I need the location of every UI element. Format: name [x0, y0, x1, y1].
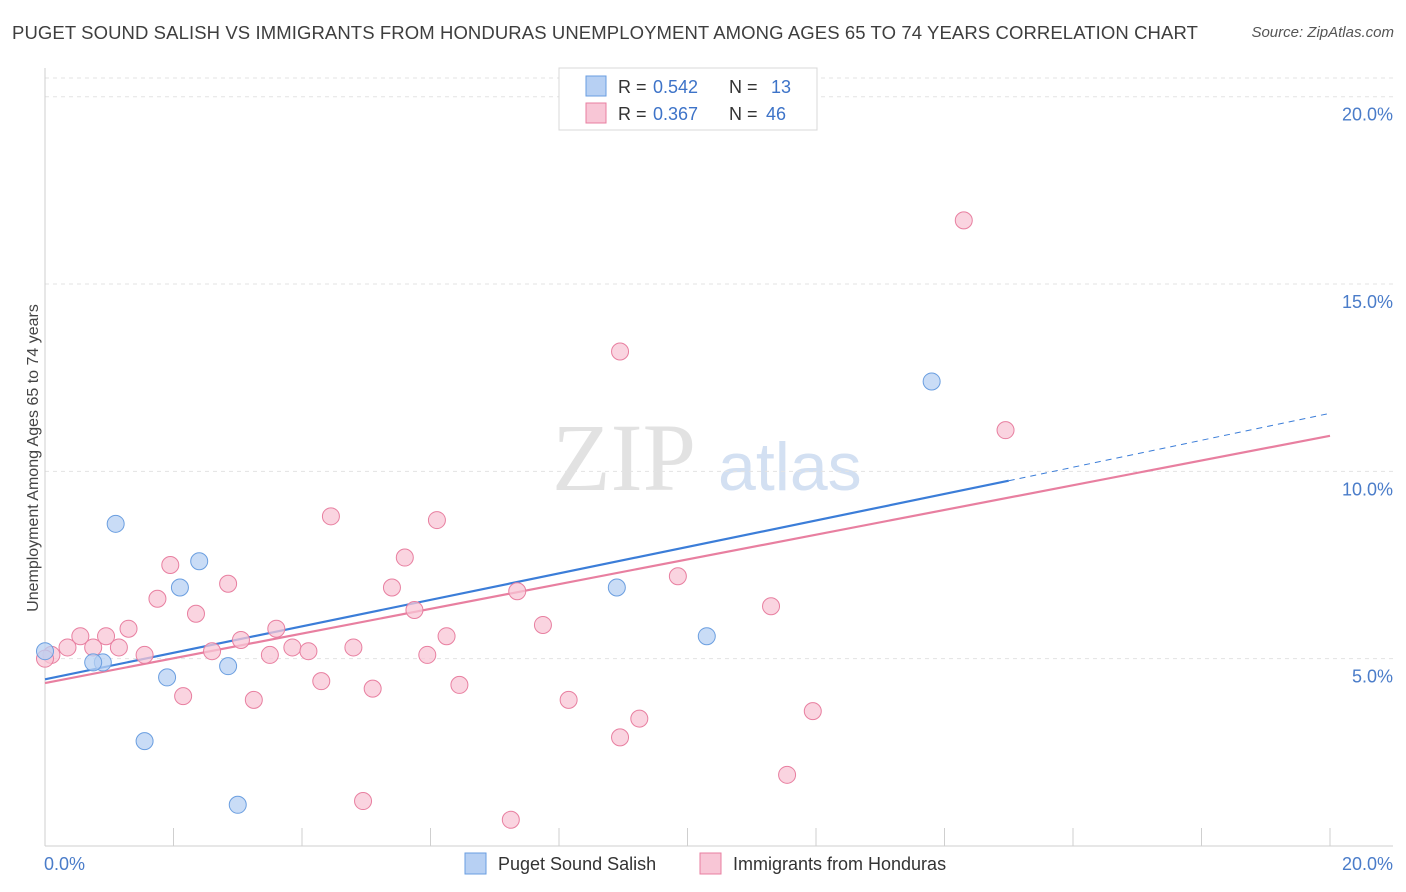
legend: R = 0.542 N = 13 R = 0.367 N = 46 [558, 67, 818, 131]
point-honduras [668, 567, 687, 586]
y-tick-label: 10.0% [1342, 479, 1393, 499]
point-honduras [203, 642, 222, 661]
point-salish [170, 578, 189, 597]
point-salish [135, 732, 154, 751]
point-salish [607, 578, 626, 597]
y-axis-label: Unemployment Among Ages 65 to 74 years [25, 304, 42, 612]
point-honduras [219, 574, 238, 593]
bottom-legend-label-salish: Puget Sound Salish [498, 854, 656, 874]
point-honduras [508, 582, 527, 601]
point-salish [219, 657, 238, 676]
trend-line-salish [44, 479, 1009, 681]
point-honduras [559, 690, 578, 709]
axes: 5.0% 10.0% 15.0% 20.0% [44, 68, 1393, 847]
point-honduras [174, 687, 193, 706]
point-honduras [418, 645, 437, 664]
point-honduras [630, 709, 649, 728]
watermark-atlas: atlas [718, 429, 862, 505]
legend-n-label-salish: N = [729, 77, 758, 97]
point-honduras [109, 638, 128, 657]
point-salish [36, 642, 54, 661]
grid-lines [45, 77, 1393, 660]
point-honduras [344, 638, 363, 657]
watermark-zip: ZIP [552, 404, 696, 511]
y-tick-label: 20.0% [1342, 105, 1393, 125]
x-tick-label-min: 0.0% [44, 854, 85, 874]
point-honduras [762, 597, 781, 616]
point-honduras [312, 672, 331, 691]
point-honduras [427, 511, 446, 530]
point-honduras [803, 702, 822, 721]
point-salish [922, 372, 941, 391]
point-honduras [97, 627, 116, 646]
data-points [36, 211, 1015, 829]
point-honduras [501, 810, 520, 829]
point-honduras [611, 728, 630, 747]
point-honduras [244, 690, 263, 709]
legend-n-value-salish: 13 [771, 77, 791, 97]
point-honduras [405, 600, 424, 619]
legend-r-label-salish: R = [618, 77, 647, 97]
point-honduras [299, 642, 318, 661]
legend-r-value-honduras: 0.367 [653, 104, 698, 124]
point-salish [228, 795, 247, 814]
point-honduras [148, 589, 167, 608]
point-salish [697, 627, 716, 646]
point-honduras [161, 556, 180, 575]
y-tick-label: 5.0% [1352, 667, 1393, 687]
legend-swatch-salish [585, 75, 607, 97]
point-honduras [135, 645, 154, 664]
legend-r-value-salish: 0.542 [653, 77, 698, 97]
source-credit: Source: ZipAtlas.com [1251, 24, 1394, 41]
point-honduras [260, 645, 279, 664]
point-honduras [321, 507, 340, 526]
bottom-legend-swatch-honduras [699, 852, 722, 875]
legend-swatch-honduras [585, 102, 607, 124]
point-honduras [382, 578, 401, 597]
y-tick-label: 15.0% [1342, 292, 1393, 312]
point-honduras [395, 548, 414, 567]
point-honduras [231, 630, 250, 649]
chart-title: PUGET SOUND SALISH VS IMMIGRANTS FROM HO… [12, 22, 1198, 43]
point-honduras [954, 211, 973, 230]
point-honduras [283, 638, 302, 657]
point-honduras [58, 638, 77, 657]
point-honduras [778, 765, 797, 784]
bottom-legend-swatch-salish [464, 852, 487, 875]
bottom-legend: Puget Sound Salish Immigrants from Hondu… [464, 852, 946, 875]
point-honduras [119, 619, 138, 638]
point-honduras [437, 627, 456, 646]
point-honduras [186, 604, 205, 623]
legend-r-label-honduras: R = [618, 104, 647, 124]
point-honduras [363, 679, 382, 698]
point-salish [106, 514, 125, 533]
trend-line-salish-extension [1008, 412, 1331, 482]
legend-n-value-honduras: 46 [766, 104, 786, 124]
point-salish [84, 653, 103, 672]
point-honduras [611, 342, 630, 361]
bottom-legend-label-honduras: Immigrants from Honduras [733, 854, 946, 874]
legend-n-label-honduras: N = [729, 104, 758, 124]
point-honduras [71, 627, 90, 646]
point-honduras [450, 675, 469, 694]
trend-line-honduras [44, 434, 1331, 685]
point-honduras [533, 615, 552, 634]
point-salish [190, 552, 209, 571]
x-tick-label-max: 20.0% [1342, 854, 1393, 874]
point-honduras [267, 619, 286, 638]
point-salish [158, 668, 177, 687]
point-honduras [996, 421, 1015, 440]
point-honduras [354, 792, 373, 811]
